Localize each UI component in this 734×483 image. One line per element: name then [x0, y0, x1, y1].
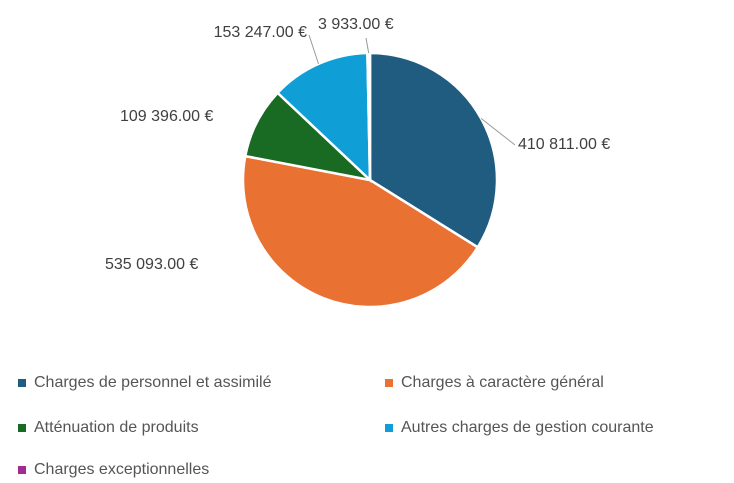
legend-marker [18, 379, 26, 387]
legend-label: Atténuation de produits [34, 419, 199, 436]
pie-slice [366, 51, 372, 181]
pie-slice [241, 154, 480, 309]
legend-label: Autres charges de gestion courante [401, 419, 654, 436]
legend-label: Charges de personnel et assimilé [34, 374, 272, 391]
data-label: 410 811.00 € [518, 136, 610, 153]
leader-line [365, 37, 370, 54]
legend-marker [385, 379, 393, 387]
leader-line [308, 34, 319, 65]
data-label: 153 247.00 € [214, 24, 308, 41]
pie-slice [275, 51, 372, 183]
leader-line [480, 118, 516, 146]
data-label: 535 093.00 € [105, 256, 199, 273]
data-label: 3 933.00 € [318, 16, 394, 33]
legend-label: Charges exceptionnelles [34, 461, 209, 478]
legend-label: Charges à caractère général [401, 374, 604, 391]
legend-marker [18, 466, 26, 474]
legend-marker [385, 424, 393, 432]
data-label: 109 396.00 € [120, 108, 214, 125]
legend-marker [18, 424, 26, 432]
